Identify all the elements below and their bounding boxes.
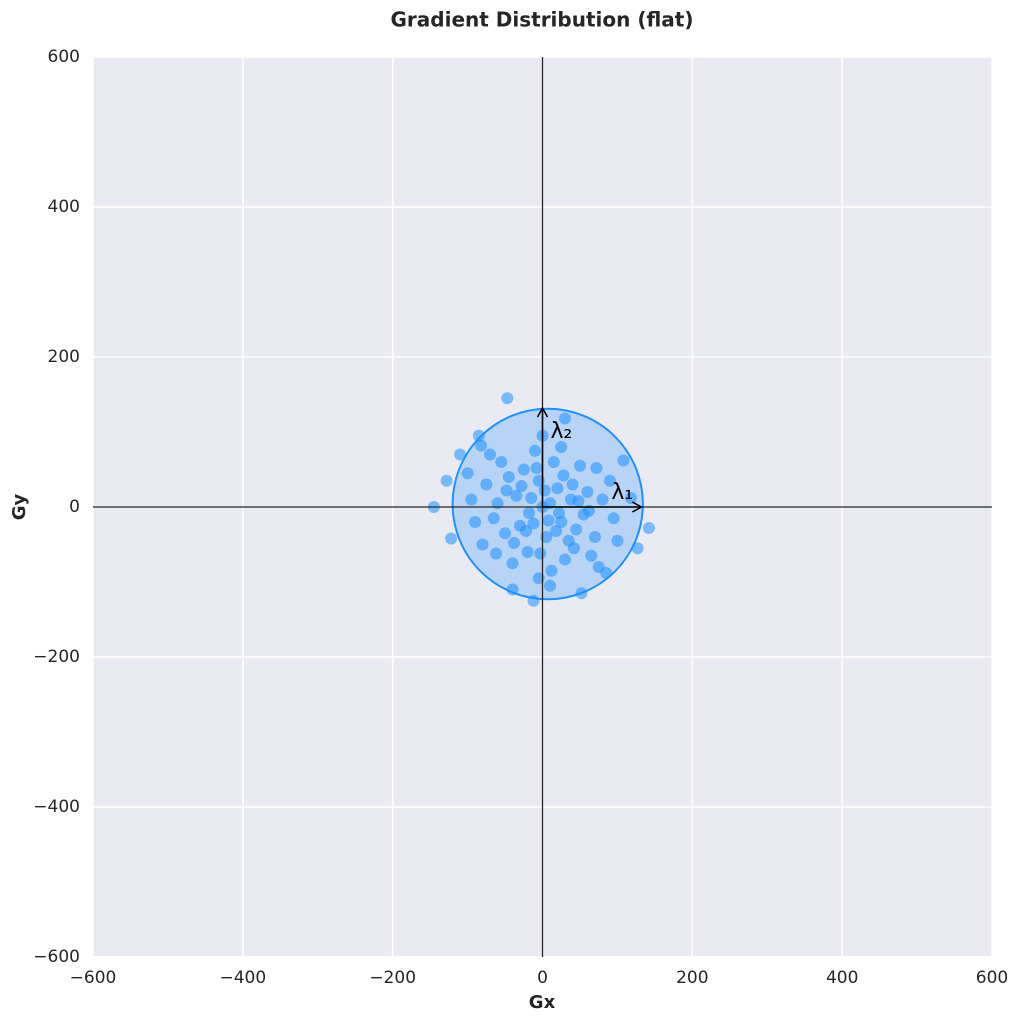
scatter-point xyxy=(445,532,458,545)
scatter-point xyxy=(588,531,601,543)
scatter-point xyxy=(469,516,482,528)
scatter-point xyxy=(508,537,521,549)
chart-title: Gradient Distribution (flat) xyxy=(391,8,694,32)
scatter-point xyxy=(501,392,514,405)
scatter-point xyxy=(575,587,588,600)
x-tick-label: −200 xyxy=(369,968,416,988)
scatter-point xyxy=(517,463,530,476)
scatter-point xyxy=(617,454,630,467)
scatter-point xyxy=(491,497,504,510)
x-tick-label: 400 xyxy=(826,968,858,988)
scatter-point xyxy=(499,527,512,540)
y-tick-label: 200 xyxy=(48,347,80,367)
scatter-point xyxy=(592,561,605,573)
scatter-point xyxy=(484,448,497,461)
y-tick-label: −400 xyxy=(33,797,80,817)
scatter-point xyxy=(500,484,513,497)
scatter-point xyxy=(573,459,586,472)
scatter-point xyxy=(465,493,478,506)
marks xyxy=(427,392,655,607)
scatter-point xyxy=(567,542,580,555)
scatter-point xyxy=(545,564,558,577)
scatter-point xyxy=(529,444,542,457)
scatter-point xyxy=(543,579,556,592)
x-tick-label: 200 xyxy=(676,968,708,988)
x-axis-label: Gx xyxy=(529,992,556,1013)
y-axis-label: Gy xyxy=(9,493,30,520)
scatter-point xyxy=(603,474,616,487)
scatter-point xyxy=(521,546,534,558)
eigen-label: λ₁ xyxy=(611,480,633,505)
scatter-point xyxy=(566,478,579,491)
scatter-point xyxy=(624,492,637,504)
scatter-point xyxy=(506,557,519,570)
scatter-point xyxy=(461,467,474,480)
scatter-point xyxy=(631,542,644,555)
scatter-point xyxy=(558,553,571,566)
scatter-point xyxy=(551,482,564,495)
scatter-point xyxy=(525,492,538,504)
scatter-point xyxy=(570,523,583,536)
y-tick-label: −200 xyxy=(33,647,80,667)
scatter-point xyxy=(454,448,467,461)
scatter-point xyxy=(475,439,488,452)
y-tick-label: −600 xyxy=(33,947,80,967)
scatter-point xyxy=(555,516,568,528)
scatter-point xyxy=(502,471,515,483)
scatter-point xyxy=(480,478,493,491)
scatter-point xyxy=(495,456,508,468)
scatter-point xyxy=(547,456,560,468)
scatter-point xyxy=(530,462,543,474)
scatter-point xyxy=(642,522,655,534)
scatter-point xyxy=(596,493,609,506)
scatter-point xyxy=(520,525,533,537)
scatter-point xyxy=(472,429,485,442)
scatter-point xyxy=(440,474,453,487)
scatter-point xyxy=(555,441,568,453)
scatter-point xyxy=(558,412,571,425)
scatter-point xyxy=(590,462,603,474)
scatter-point xyxy=(490,547,503,560)
scatter-point xyxy=(549,525,562,537)
scatter-point xyxy=(510,489,523,502)
scatter-point xyxy=(487,512,500,525)
scatter-point xyxy=(557,469,570,482)
scatter-point xyxy=(476,538,489,551)
scatter-point xyxy=(611,534,624,547)
scatter-point xyxy=(585,549,598,562)
scatter-point xyxy=(538,484,551,497)
scatter-point xyxy=(581,486,594,498)
scatter-point xyxy=(523,507,536,519)
scatter-point xyxy=(542,514,555,527)
x-tick-label: 600 xyxy=(976,968,1008,988)
x-tick-label: −600 xyxy=(70,968,117,988)
y-tick-label: 0 xyxy=(69,497,80,517)
scatter-point xyxy=(506,583,519,596)
scatter-point xyxy=(534,547,547,560)
scatter-point xyxy=(532,572,545,585)
scatter-point xyxy=(540,531,553,543)
scatter-point xyxy=(572,495,585,507)
scatter-point xyxy=(552,507,565,519)
x-tick-label: 0 xyxy=(537,968,548,988)
y-tick-label: 600 xyxy=(48,47,80,67)
eigen-label: λ₂ xyxy=(551,419,573,444)
scatter-point xyxy=(515,480,528,492)
scatter-point xyxy=(527,594,540,607)
scatter-point xyxy=(527,517,540,530)
x-tick-label: −400 xyxy=(219,968,266,988)
scatter-point xyxy=(607,512,620,525)
y-tick-label: 400 xyxy=(48,197,80,217)
